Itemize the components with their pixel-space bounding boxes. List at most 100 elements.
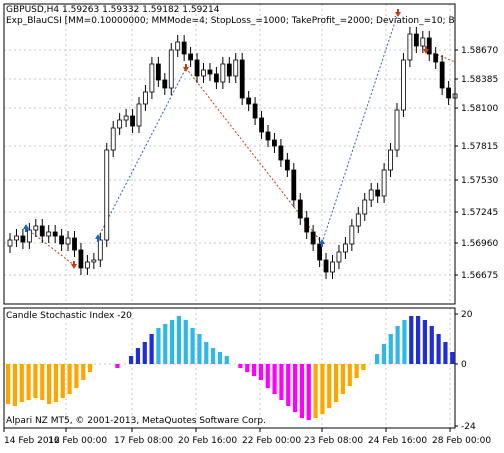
histogram-bar xyxy=(279,364,284,400)
candle-body xyxy=(336,251,342,263)
candle-body xyxy=(20,235,26,243)
time-label: 14 Feb 2012 xyxy=(4,436,60,446)
expert-params-header: Exp_BlauCSI [MM=0.10000000; MMMode=4; St… xyxy=(6,16,454,26)
candle-body xyxy=(78,249,84,269)
histogram-bar xyxy=(142,342,147,364)
price-label: 1.58385 xyxy=(461,75,498,85)
sell-arrow-icon xyxy=(395,9,401,17)
histogram-bar xyxy=(272,364,277,394)
candle-body xyxy=(110,127,116,151)
indicator-label: 0 xyxy=(461,360,467,370)
candle-body xyxy=(426,37,432,55)
histogram-bar xyxy=(60,364,65,398)
histogram-bar xyxy=(47,364,52,404)
histogram-bar xyxy=(347,364,352,386)
histogram-bar xyxy=(443,342,448,364)
candle-body xyxy=(446,87,452,99)
candle-body xyxy=(65,237,71,245)
histogram-bar xyxy=(40,364,45,400)
candle-body xyxy=(188,53,194,61)
histogram-bar xyxy=(286,364,291,406)
candle-body xyxy=(304,217,310,233)
candle-body xyxy=(246,97,252,105)
histogram-bar xyxy=(156,328,161,364)
time-label: 28 Feb 00:00 xyxy=(432,436,491,446)
candle-body xyxy=(310,231,316,245)
price-axis: 1.58670 1.58385 1.58100 1.57815 1.57530 1.572… xyxy=(455,46,498,281)
candle-body xyxy=(201,69,206,77)
candle-body xyxy=(368,189,374,201)
candle-body xyxy=(220,63,226,83)
candle-body xyxy=(130,115,135,127)
candle-body xyxy=(136,103,142,127)
candle-body xyxy=(239,59,245,99)
candle-body xyxy=(362,199,368,215)
symbol-header: GBPUSD,H4 1.59263 1.59332 1.59182 1.5921… xyxy=(6,5,220,15)
trade-markers xyxy=(23,9,429,269)
candle-body xyxy=(259,117,264,133)
candle-body xyxy=(420,37,426,47)
histogram-bar xyxy=(340,364,346,394)
histogram-bar xyxy=(313,364,318,418)
indicator-panel-frame xyxy=(3,307,456,429)
histogram-bar xyxy=(190,328,195,364)
time-label: 23 Feb 08:00 xyxy=(304,436,363,446)
price-label: 1.57245 xyxy=(461,208,498,218)
candle-body xyxy=(149,63,155,93)
price-label: 1.58670 xyxy=(461,46,498,56)
histogram-bar xyxy=(375,354,380,364)
candle-body xyxy=(375,189,381,197)
histogram-bar xyxy=(409,316,414,364)
histogram-bar xyxy=(224,356,229,364)
candle-body xyxy=(207,69,213,75)
price-label: 1.58100 xyxy=(461,104,498,114)
candle-body xyxy=(72,237,77,251)
histogram-bar xyxy=(429,326,434,364)
histogram-bar xyxy=(320,364,325,414)
candle-body xyxy=(265,131,271,141)
candle-body xyxy=(104,149,110,241)
histogram-bar xyxy=(306,364,311,420)
candle-body xyxy=(284,159,290,171)
histogram-bar xyxy=(416,316,421,364)
candle-body xyxy=(342,243,348,253)
histogram-bar xyxy=(422,320,428,364)
candle-body xyxy=(85,261,90,269)
histogram-bar xyxy=(19,364,24,402)
candle-body xyxy=(407,33,413,61)
candle-body xyxy=(272,139,277,147)
trade-line xyxy=(321,12,399,244)
candle-body xyxy=(155,63,161,81)
indicator-histogram xyxy=(6,316,455,420)
histogram-bar xyxy=(402,320,407,364)
candle-body xyxy=(439,61,445,89)
candle-body xyxy=(162,79,168,89)
histogram-bar xyxy=(33,364,38,398)
histogram-bar xyxy=(12,364,18,406)
candle-body xyxy=(14,235,19,241)
histogram-bar xyxy=(26,364,31,400)
copyright-text: Alpari NZ MT5, © 2001-2013, MetaQuotes S… xyxy=(6,416,266,426)
histogram-bar xyxy=(245,364,250,372)
candle-body xyxy=(349,225,355,245)
candle-body xyxy=(330,261,335,273)
indicator-title: Candle Stochastic Index -20 xyxy=(6,311,132,321)
histogram-bar xyxy=(354,364,359,378)
main-panel-frame xyxy=(3,3,456,305)
histogram-bar xyxy=(334,364,339,402)
candle-body xyxy=(226,63,232,77)
candle-body xyxy=(46,231,52,237)
candle-body xyxy=(291,169,297,201)
histogram-bar xyxy=(293,364,298,412)
candle-body xyxy=(143,91,148,105)
histogram-bar xyxy=(381,344,387,364)
candle-body xyxy=(97,239,103,261)
candle-body xyxy=(117,119,123,129)
candle-body xyxy=(26,229,32,243)
histogram-bar xyxy=(258,364,264,380)
candle-body xyxy=(323,259,329,273)
time-label: 17 Feb 08:00 xyxy=(114,436,173,446)
